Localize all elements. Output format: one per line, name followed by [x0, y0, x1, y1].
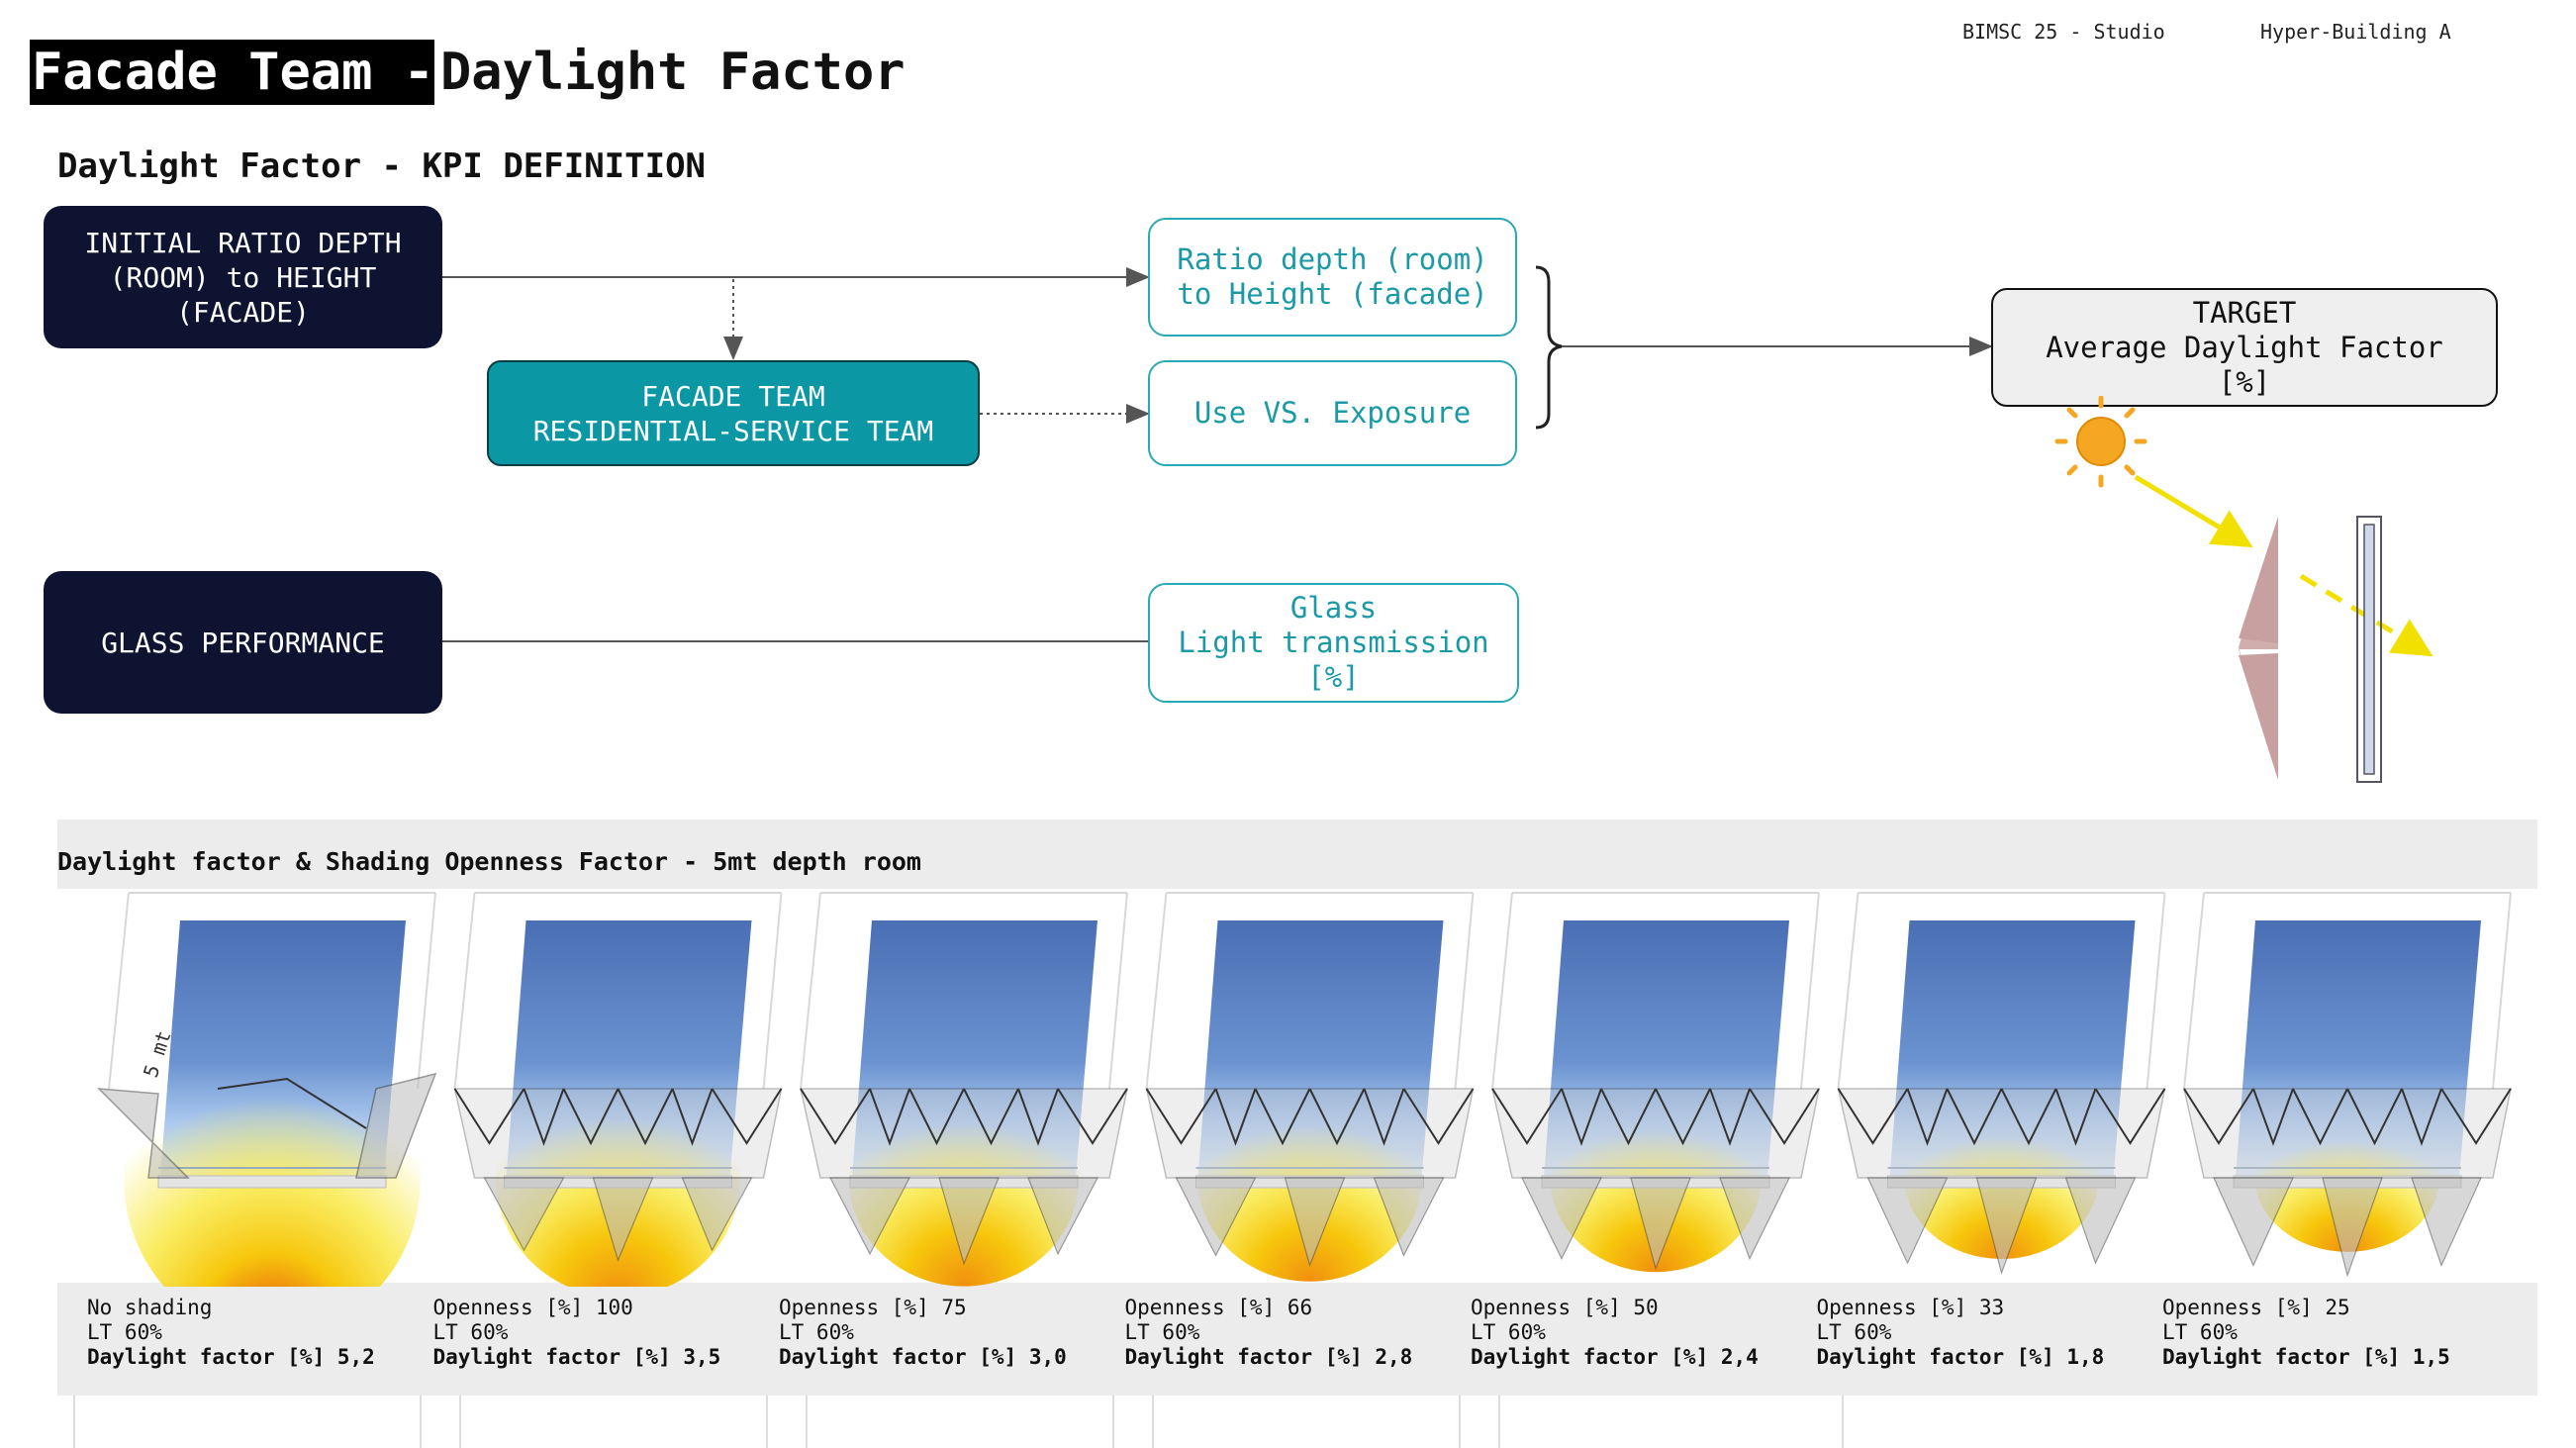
caption-daylight-factor: Daylight factor [%] 3,5	[432, 1345, 721, 1369]
room-study-5	[1491, 892, 1820, 1273]
caption-lt: LT 60%	[2162, 1320, 2238, 1344]
study-caption-6: Openness [%] 33 LT 60% Daylight factor [%]…	[1817, 1296, 2105, 1370]
page-title-highlight: Facade Team -	[30, 40, 434, 105]
study-caption-5: Openness [%] 50 LT 60% Daylight factor [%]…	[1471, 1296, 1759, 1370]
project-label: Hyper-Building A	[2260, 20, 2451, 44]
target-box: TARGET Average Daylight Factor [%]	[1991, 288, 2498, 407]
caption-openness: Openness [%] 33	[1816, 1296, 2005, 1319]
page-title-rest: Daylight Factor	[440, 43, 906, 102]
bottom-guides	[73, 1396, 1844, 1448]
caption-openness: No shading	[87, 1296, 213, 1319]
study-caption-4: Openness [%] 66 LT 60% Daylight factor [%]…	[1125, 1296, 1413, 1370]
caption-lt: LT 60%	[1124, 1320, 1200, 1344]
caption-daylight-factor: Daylight factor [%] 5,2	[87, 1345, 375, 1369]
glazing-pane	[2356, 516, 2382, 783]
captions-band	[57, 1283, 2537, 1396]
glass-performance-box: GLASS PERFORMANCE	[44, 571, 442, 714]
room-study-4	[1145, 892, 1475, 1282]
sun-shading-illustration	[2054, 396, 2433, 783]
use-exposure-box: Use VS. Exposure	[1148, 360, 1517, 466]
caption-daylight-factor: Daylight factor [%] 2,8	[1124, 1345, 1413, 1369]
floor-heatmap	[2236, 920, 2481, 1178]
sun-ray	[2134, 474, 2253, 548]
caption-lt: LT 60%	[87, 1320, 162, 1344]
section-title: Daylight factor & Shading Openness Facto…	[57, 847, 921, 876]
room-study-6	[1837, 892, 2166, 1276]
caption-openness: Openness [%] 25	[2162, 1296, 2350, 1319]
flow-connectors	[442, 265, 1993, 642]
study-caption-7: Openness [%] 25 LT 60% Daylight factor [%]…	[2162, 1296, 2450, 1370]
section-title-band	[57, 820, 2537, 891]
room-study-7	[2183, 892, 2512, 1278]
daylight-hotspot	[495, 1058, 741, 1287]
study-caption-2: Openness [%] 100 LT 60% Daylight factor [%…	[433, 1296, 721, 1370]
daylight-studies: 5 mt	[97, 892, 2512, 1287]
caption-lt: LT 60%	[1471, 1320, 1546, 1344]
caption-daylight-factor: Daylight factor [%] 2,4	[1471, 1345, 1759, 1369]
initial-ratio-box: INITIAL RATIO DEPTH (ROOM) to HEIGHT (FA…	[44, 206, 442, 348]
caption-daylight-factor: Daylight factor [%] 1,5	[2162, 1345, 2450, 1369]
caption-openness: Openness [%] 100	[432, 1296, 633, 1319]
caption-daylight-factor: Daylight factor [%] 1,8	[1816, 1345, 2105, 1369]
caption-openness: Openness [%] 50	[1471, 1296, 1659, 1319]
room-study-3	[800, 892, 1128, 1287]
daylight-hotspot	[124, 1019, 421, 1287]
ratio-depth-box: Ratio depth (room) to Height (facade)	[1148, 218, 1517, 337]
kpi-subtitle: Daylight Factor - KPI DEFINITION	[57, 146, 707, 186]
glass-transmission-box: Glass Light transmission [%]	[1148, 583, 1519, 703]
study-caption-3: Openness [%] 75 LT 60% Daylight factor [%]…	[779, 1296, 1067, 1370]
caption-openness: Openness [%] 75	[779, 1296, 967, 1319]
room-study-1: 5 mt	[97, 892, 437, 1287]
caption-lt: LT 60%	[432, 1320, 509, 1344]
caption-daylight-factor: Daylight factor [%] 3,0	[779, 1345, 1067, 1369]
caption-openness: Openness [%] 66	[1124, 1296, 1313, 1319]
page-title: Facade Team - Daylight Factor	[30, 40, 906, 105]
caption-lt: LT 60%	[1816, 1320, 1892, 1344]
sun-icon	[2054, 396, 2147, 488]
study-caption-1: No shading LT 60% Daylight factor [%] 5,2	[87, 1296, 375, 1370]
caption-lt: LT 60%	[779, 1320, 854, 1344]
course-label: BIMSC 25 - Studio	[1962, 20, 2165, 44]
room-study-2	[453, 892, 783, 1287]
transmitted-ray	[2299, 573, 2433, 657]
grouping-brace	[1535, 265, 1563, 430]
teams-box: FACADE TEAM RESIDENTIAL-SERVICE TEAM	[487, 360, 980, 466]
